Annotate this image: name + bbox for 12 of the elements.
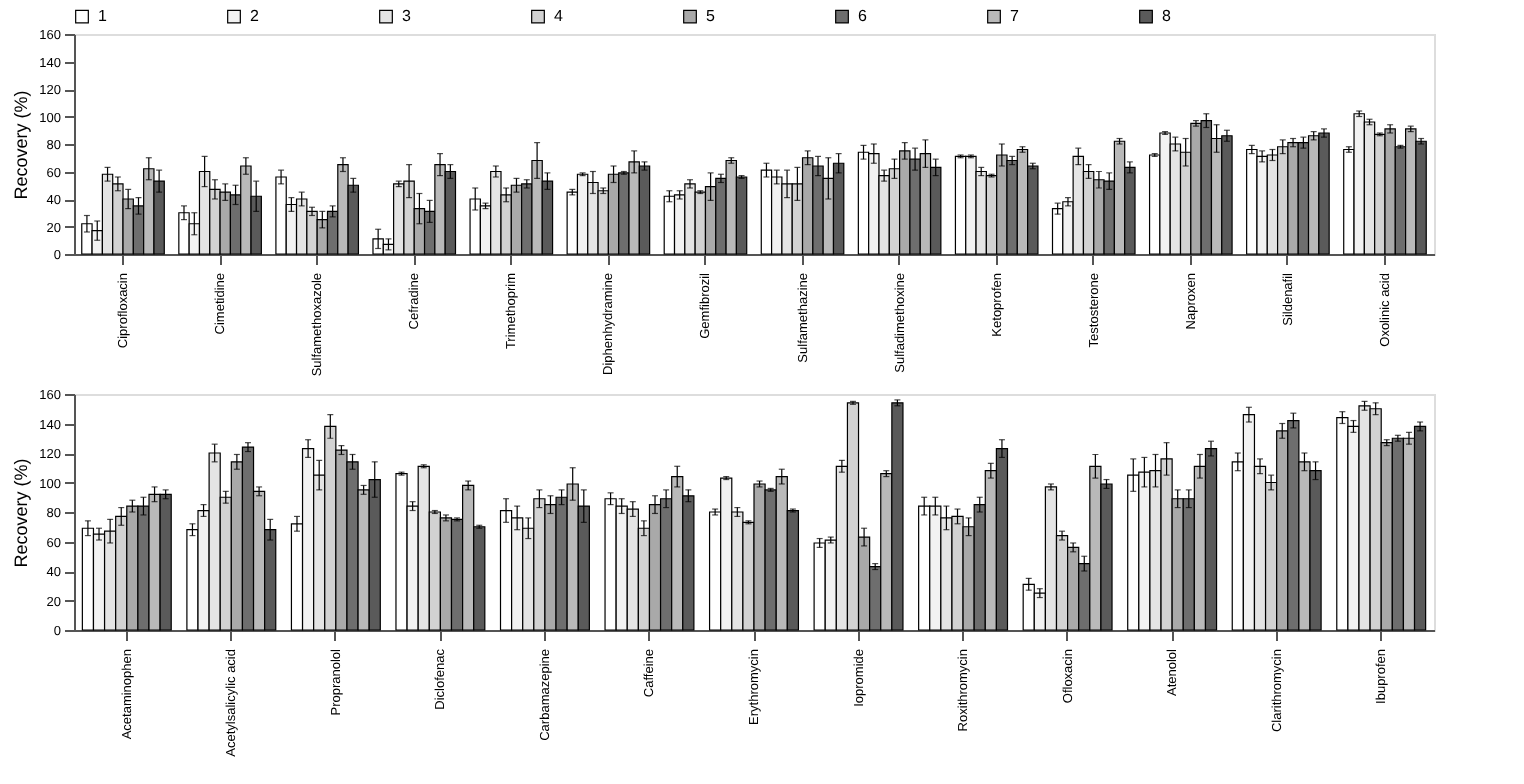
legend-label: 2 <box>250 6 260 25</box>
legend-label: 4 <box>554 6 564 25</box>
legend-label: 1 <box>98 6 108 25</box>
bar <box>663 195 676 255</box>
legend-label: 3 <box>402 6 412 25</box>
legend-label: 8 <box>1162 6 1172 25</box>
legend-label: 6 <box>858 6 868 25</box>
bar <box>1051 208 1064 255</box>
legend-label: 5 <box>706 6 716 25</box>
y-axis-title: Recovery (%) <box>11 458 32 568</box>
y-axis-title: Recovery (%) <box>11 90 32 200</box>
legend-label: 7 <box>1010 6 1020 25</box>
